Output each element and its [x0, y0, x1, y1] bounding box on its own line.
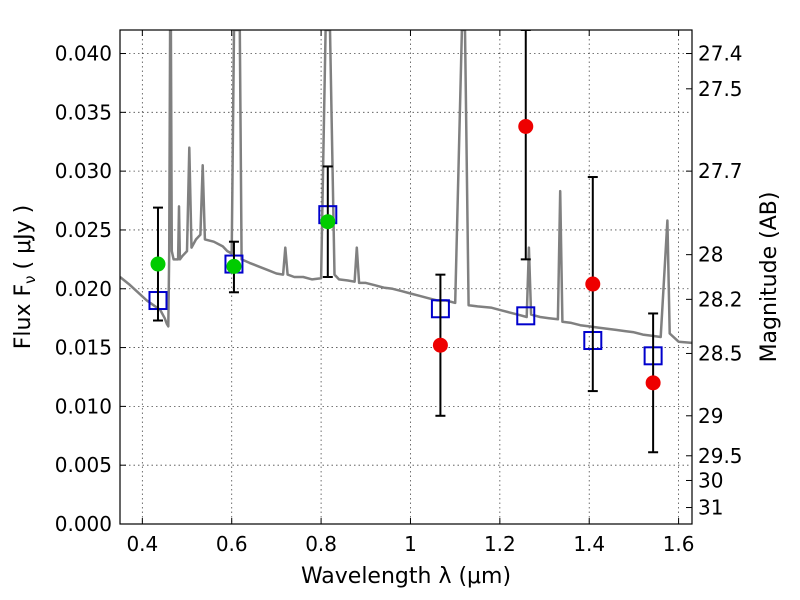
y2-tick-label: 28.5: [698, 341, 743, 365]
y-tick-label: 0.030: [55, 159, 112, 183]
data-marks: [120, 30, 692, 454]
axis-ticks: 0.4 0.6 0.8 1 1.2 1.4 1.6 0.000 0.005 0.010 0.015 0…: [55, 30, 743, 556]
x-tick-label: 0.6: [216, 532, 248, 556]
x-tick-label: 1: [404, 532, 417, 556]
y2-tick-label: 27.4: [698, 42, 743, 66]
y-tick-label: 0.015: [55, 336, 112, 360]
y2-tick-label: 27.7: [698, 159, 743, 183]
observed-point-red: [432, 337, 448, 353]
y-axis-label-main: Flux F: [11, 284, 36, 349]
y2-axis-label-text: Magnitude (AB): [757, 192, 782, 363]
plot-area: [120, 30, 692, 524]
y-tick-label: 0.040: [55, 42, 112, 66]
observed-point-green: [150, 256, 166, 272]
y-tick-label: 0.005: [55, 453, 112, 477]
y-tick-label: 0.020: [55, 277, 112, 301]
y-axis-label: Flux Fν ( μJy ): [11, 205, 39, 349]
x-axis-label: Wavelength λ (μm): [301, 564, 511, 589]
y2-tick-label: 27.5: [698, 77, 743, 101]
x-tick-label: 0.8: [305, 532, 337, 556]
x-tick-label: 1.4: [573, 532, 605, 556]
observed-point-green: [226, 258, 242, 274]
y2-tick-label: 31: [698, 496, 723, 520]
model-photometry-square: [516, 306, 536, 326]
x-tick-label: 1.6: [663, 532, 695, 556]
y-axis-label-subscript: ν: [21, 275, 39, 283]
y2-tick-label: 29.5: [698, 444, 743, 468]
y2-tick-label: 30: [698, 468, 723, 492]
x-tick-label: 1.2: [484, 532, 516, 556]
observed-point-red: [645, 375, 661, 391]
observed-point-red: [518, 118, 534, 134]
y2-tick-label: 29: [698, 404, 723, 428]
model-spectrum-line: [120, 30, 692, 345]
observed-point-red: [585, 276, 601, 292]
plot-frame: [119, 29, 693, 525]
y2-tick-label: 28: [698, 243, 723, 267]
y-tick-label: 0.035: [55, 100, 112, 124]
x-tick-label: 0.4: [126, 532, 158, 556]
y-axis-label-unit: ( μJy ): [11, 205, 36, 270]
y-tick-label: 0.025: [55, 218, 112, 242]
observed-point-green: [320, 214, 336, 230]
y-tick-label: 0.010: [55, 394, 112, 418]
y2-tick-label: 28.2: [698, 287, 743, 311]
svg-text:Flux Fν( μJy ): Flux Fν ( μJy ): [11, 205, 39, 349]
y-tick-label: 0.000: [55, 512, 112, 536]
y2-axis-label: Magnitude (AB): [757, 192, 782, 363]
